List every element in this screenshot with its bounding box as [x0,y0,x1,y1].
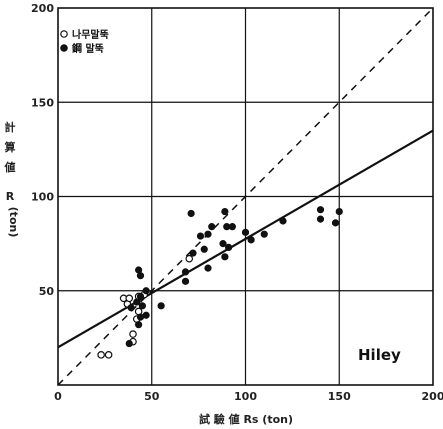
point-steel-pile [187,209,195,218]
point-steel-pile [181,277,190,285]
y-tick-label: 100 [31,191,54,204]
y-tick-label: 150 [31,96,54,109]
hiley-annotation: Hiley [358,346,401,364]
point-steel-pile [316,215,325,223]
point-steel-pile [142,287,150,295]
data-points [97,206,343,359]
point-steel-pile [127,304,135,312]
point-steel-pile [316,206,325,214]
point-steel-pile [208,223,216,231]
point-steel-pile [136,292,145,301]
y-axis-label-part: 算 [4,140,16,154]
point-steel-pile [228,223,236,231]
x-tick-label: 0 [54,390,62,403]
tick-labels: 0 50 100 150 200 50 100 150 200 [31,2,443,403]
fit-lines [57,7,434,386]
point-steel-pile [241,228,250,236]
y-axis-label-part: 計 [5,120,16,134]
point-steel-pile [125,339,133,348]
legend-marker-steel [60,44,68,52]
y-axis-label: 計算値 R (ton) [4,120,21,237]
reference-line-dashed [57,7,434,386]
point-steel-pile [221,207,229,216]
legend-marker-wood [60,30,68,38]
x-tick-label: 200 [422,390,443,403]
point-steel-pile [204,264,212,272]
x-tick-label: 50 [144,390,160,403]
point-steel-pile [196,232,205,240]
point-steel-pile [279,217,287,225]
point-steel-pile [133,298,141,306]
legend-label: 나무말뚝 [72,28,109,41]
y-tick-label: 50 [39,285,55,298]
grid-lines [57,7,434,386]
point-steel-pile [219,240,227,248]
point-steel-pile [157,302,165,310]
point-steel-pile [260,230,268,238]
point-steel-pile [189,249,197,257]
point-steel-pile [331,219,340,227]
y-axis-label-part: R [6,190,15,203]
x-tick-label: 150 [328,390,351,403]
point-steel-pile [335,207,343,216]
point-steel-pile [221,253,229,261]
point-steel-pile [181,268,190,276]
point-steel-pile [142,311,150,319]
point-wood-pile [97,351,105,359]
point-steel-pile [138,302,146,310]
y-tick-label: 200 [31,2,54,15]
x-axis-label: 試 驗 値 Rs (ton) [199,412,293,426]
point-steel-pile [225,243,233,251]
point-wood-pile [104,351,113,359]
y-axis-label-part: 値 [4,160,16,174]
point-steel-pile [247,236,255,244]
regression-line [57,129,434,349]
point-steel-pile [135,321,143,329]
point-wood-pile [125,294,134,303]
point-wood-pile [185,254,194,263]
point-steel-pile [136,272,145,280]
y-axis-label-part: (ton) [7,207,20,238]
point-steel-pile [204,230,212,238]
legend-label: 鋼 말뚝 [71,42,104,55]
point-wood-pile [129,330,137,338]
x-tick-label: 100 [234,390,257,403]
point-steel-pile [200,245,208,253]
